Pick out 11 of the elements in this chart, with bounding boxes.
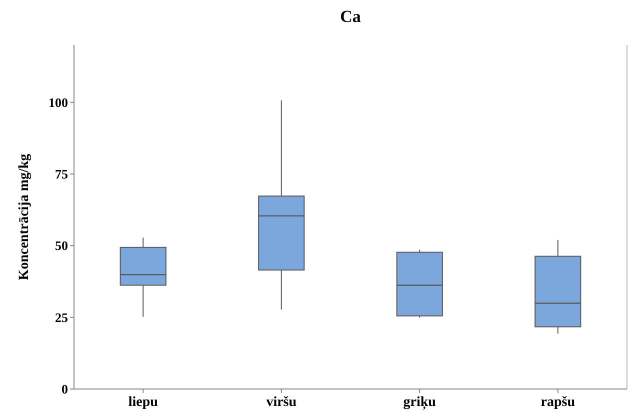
y-tick-label: 25 — [55, 310, 68, 325]
chart-title: Ca — [340, 7, 362, 26]
y-tick-label: 50 — [55, 238, 68, 254]
x-tick-label: rapšu — [540, 395, 576, 410]
y-axis-title: Koncentrācija mg/kg — [17, 154, 32, 280]
x-tick-label: griķu — [403, 395, 436, 410]
x-tick-label: liepu — [128, 395, 158, 410]
y-tick-label: 75 — [55, 166, 68, 182]
x-tick-label: viršu — [266, 395, 297, 410]
y-tick-label: 100 — [48, 94, 68, 110]
y-tick-label: 0 — [62, 382, 68, 397]
